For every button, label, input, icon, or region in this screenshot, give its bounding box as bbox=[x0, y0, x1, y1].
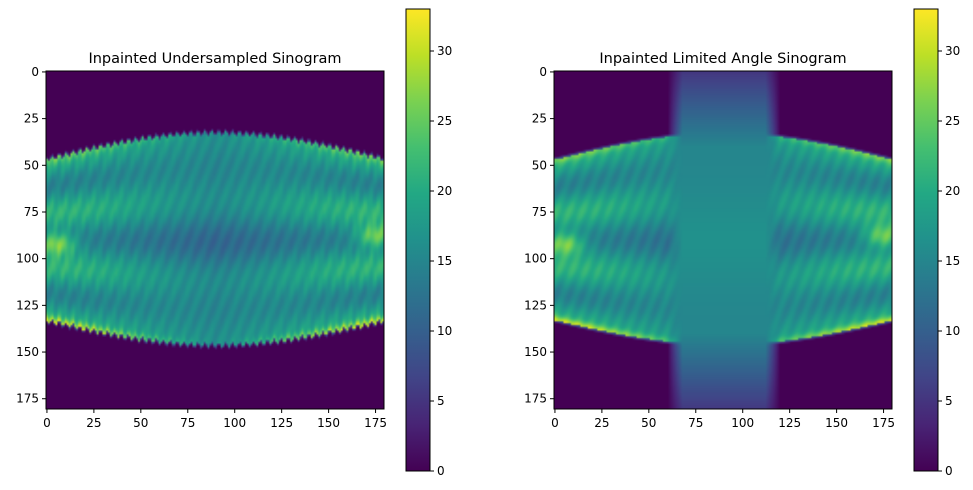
x-tick-label: 125 bbox=[778, 416, 801, 430]
y-tick-label: 50 bbox=[532, 158, 547, 172]
x-tick-label: 175 bbox=[872, 416, 895, 430]
colorbar bbox=[914, 9, 938, 471]
x-axis: 0 25 50 75 100 125 150 175 bbox=[43, 409, 387, 430]
y-tick-label: 0 bbox=[31, 65, 39, 79]
colorbar-tick-label: 15 bbox=[437, 254, 452, 268]
colorbar-tick-label: 10 bbox=[945, 324, 960, 338]
colorbar-tick-label: 0 bbox=[437, 464, 445, 478]
x-tick-label: 150 bbox=[825, 416, 848, 430]
x-tick-label: 50 bbox=[641, 416, 656, 430]
y-axis: 0 25 50 75 100 125 150 175 bbox=[16, 65, 46, 406]
colorbar-tick-label: 25 bbox=[437, 114, 452, 128]
undersampled-sinogram-panel: Inpainted Undersampled Sinogram 0 25 50 75 1… bbox=[16, 8, 452, 478]
colorbar-tick-label: 5 bbox=[437, 394, 445, 408]
y-tick-label: 125 bbox=[16, 298, 39, 312]
x-tick-label: 100 bbox=[731, 416, 754, 430]
axes-frame bbox=[553, 70, 893, 410]
colorbar-tick-label: 20 bbox=[945, 184, 960, 198]
y-tick-label: 25 bbox=[532, 112, 547, 126]
colorbar-ticks: 0 5 10 15 20 25 30 bbox=[430, 44, 452, 478]
y-tick-label: 150 bbox=[524, 345, 547, 359]
colorbar bbox=[406, 9, 430, 471]
x-tick-label: 100 bbox=[223, 416, 246, 430]
colorbar-tick-label: 30 bbox=[945, 44, 960, 58]
y-tick-label: 100 bbox=[16, 252, 39, 266]
colorbar-tick-label: 15 bbox=[945, 254, 960, 268]
y-tick-label: 25 bbox=[24, 112, 39, 126]
y-tick-label: 150 bbox=[16, 345, 39, 359]
chart-title: Inpainted Undersampled Sinogram bbox=[88, 51, 341, 67]
x-tick-label: 75 bbox=[180, 416, 195, 430]
x-tick-label: 125 bbox=[270, 416, 293, 430]
y-tick-label: 75 bbox=[532, 205, 547, 219]
y-axis: 0 25 50 75 100 125 150 175 bbox=[524, 65, 554, 406]
y-tick-label: 100 bbox=[524, 252, 547, 266]
x-tick-label: 0 bbox=[43, 416, 51, 430]
sinogram-heatmap bbox=[46, 71, 384, 409]
y-tick-label: 0 bbox=[539, 65, 547, 79]
colorbar-ticks: 0 5 10 15 20 25 30 bbox=[938, 44, 960, 478]
colorbar-frame bbox=[405, 8, 431, 472]
y-tick-label: 175 bbox=[16, 392, 39, 406]
y-tick-label: 175 bbox=[524, 392, 547, 406]
x-tick-label: 25 bbox=[86, 416, 101, 430]
colorbar-tick-label: 25 bbox=[945, 114, 960, 128]
colorbar-tick-label: 10 bbox=[437, 324, 452, 338]
sinogram-heatmap bbox=[554, 71, 892, 409]
y-tick-label: 50 bbox=[24, 158, 39, 172]
y-tick-label: 75 bbox=[24, 205, 39, 219]
x-tick-label: 175 bbox=[364, 416, 387, 430]
limited-angle-sinogram-panel: Inpainted Limited Angle Sinogram 0 25 50 75… bbox=[524, 8, 960, 478]
x-tick-label: 25 bbox=[594, 416, 609, 430]
colorbar-tick-label: 5 bbox=[945, 394, 953, 408]
colorbar-tick-label: 30 bbox=[437, 44, 452, 58]
x-axis: 0 25 50 75 100 125 150 175 bbox=[551, 409, 895, 430]
colorbar-tick-label: 0 bbox=[945, 464, 953, 478]
x-tick-label: 50 bbox=[133, 416, 148, 430]
chart-title: Inpainted Limited Angle Sinogram bbox=[599, 51, 846, 67]
x-tick-label: 0 bbox=[551, 416, 559, 430]
axes-frame bbox=[45, 70, 385, 410]
x-tick-label: 75 bbox=[688, 416, 703, 430]
x-tick-label: 150 bbox=[317, 416, 340, 430]
colorbar-tick-label: 20 bbox=[437, 184, 452, 198]
colorbar-frame bbox=[913, 8, 939, 472]
y-tick-label: 125 bbox=[524, 298, 547, 312]
